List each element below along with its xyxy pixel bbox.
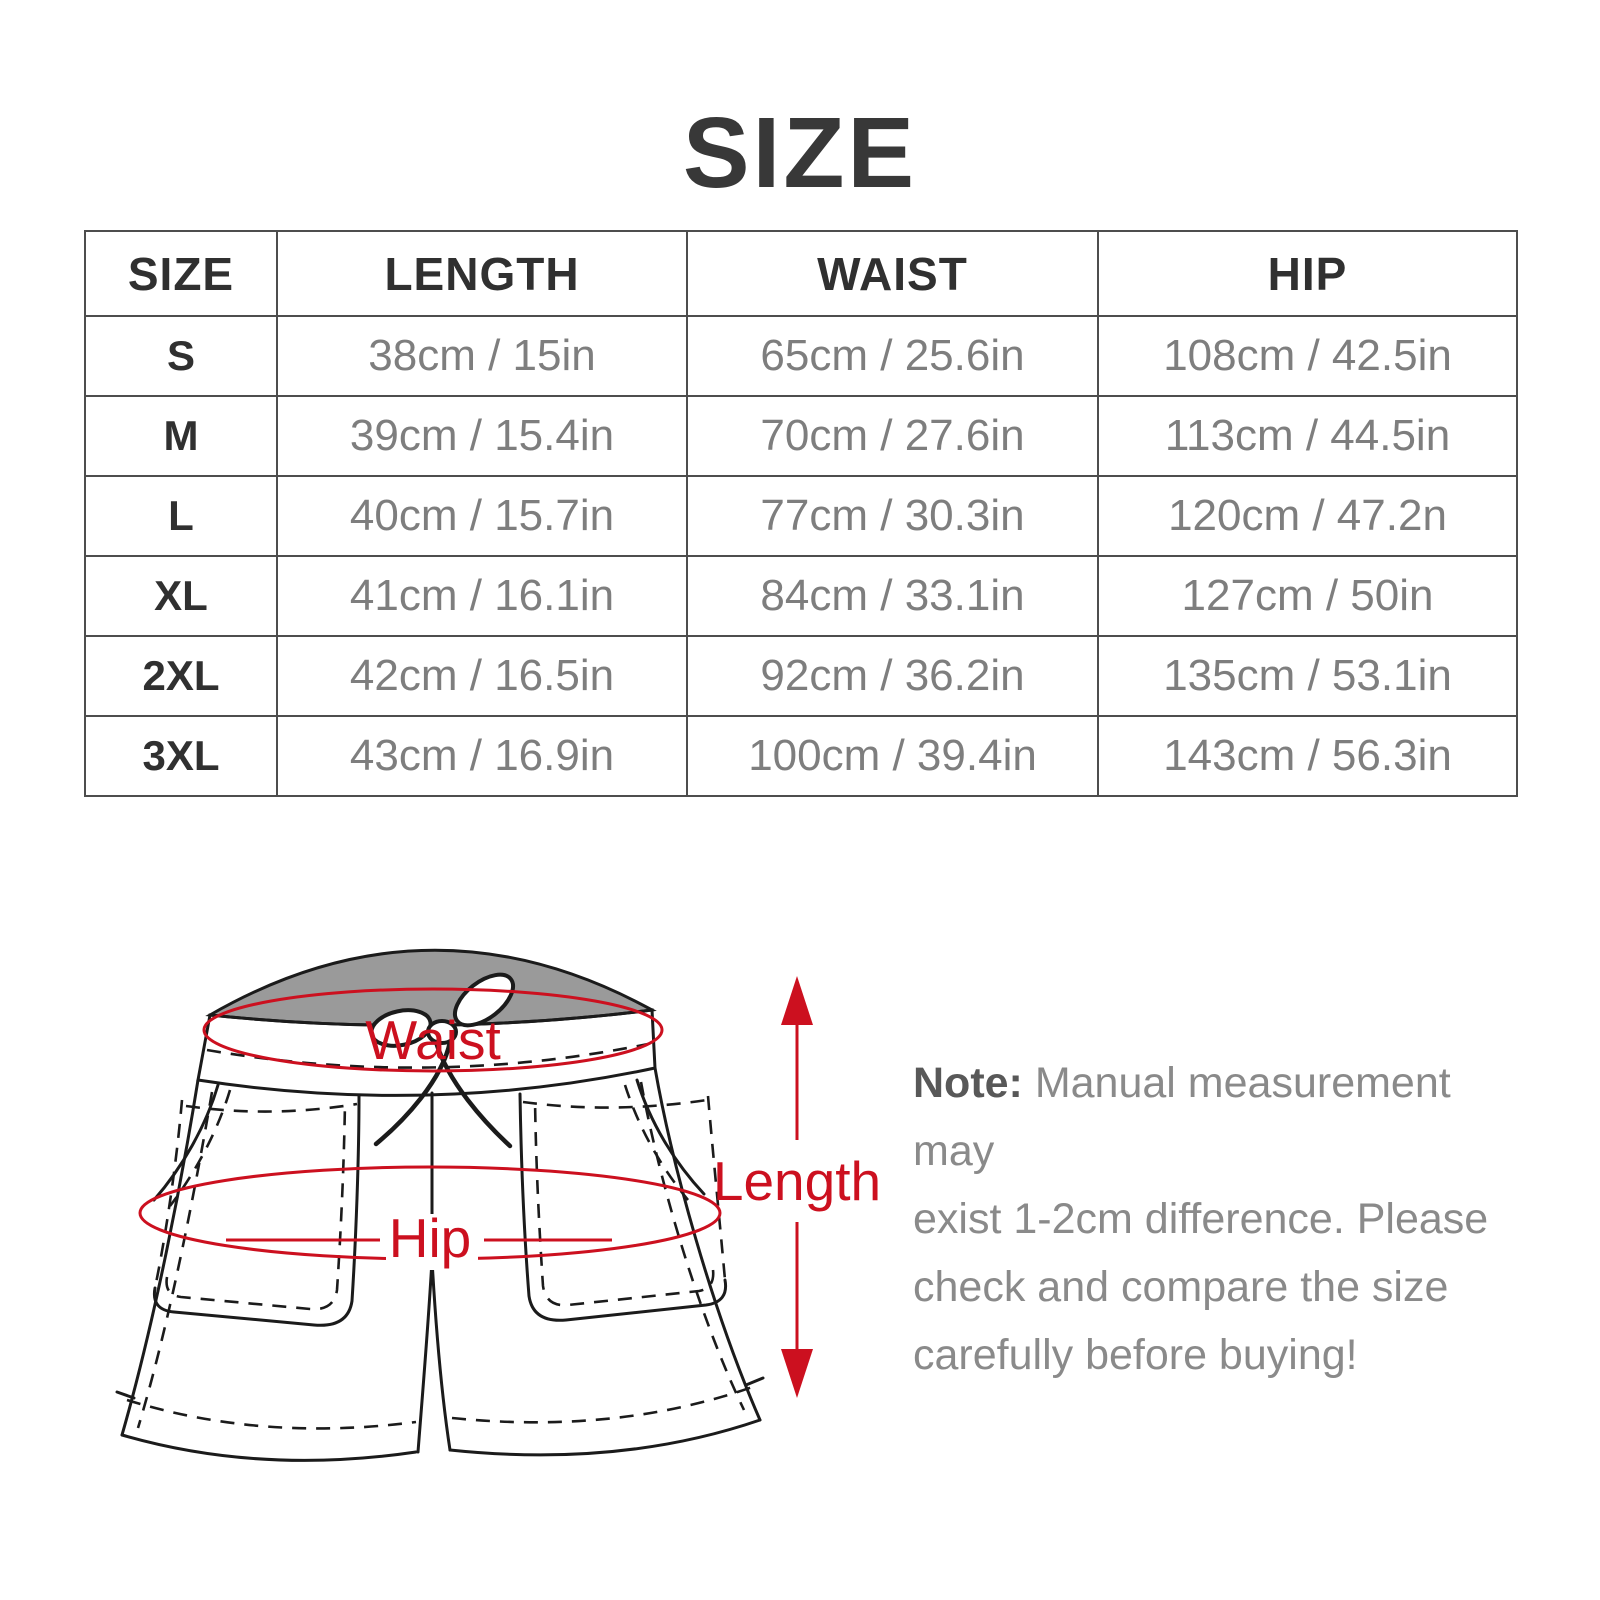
waist-cell: 84cm / 33.1in: [686, 555, 1099, 637]
right-hem-notch: [744, 1376, 765, 1387]
length-cell: 40cm / 15.7in: [276, 475, 688, 557]
left-pocket-outer-edge: [153, 1099, 184, 1289]
left-hem-notch: [115, 1390, 136, 1400]
page-title: SIZE: [682, 97, 918, 209]
table-row: L 40cm / 15.7in 77cm / 30.3in 120cm / 47…: [84, 475, 1518, 557]
table-header-row: SIZE LENGTH WAIST HIP: [84, 230, 1518, 317]
right-side-pocket: [635, 1078, 706, 1196]
right-hem: [448, 1418, 762, 1457]
column-header-length: LENGTH: [276, 230, 688, 317]
table-row: XL 41cm / 16.1in 84cm / 33.1in 127cm / 5…: [84, 555, 1518, 637]
right-leg-outline: [653, 1066, 762, 1422]
right-pocket-body: [518, 1092, 728, 1322]
length-arrowhead-up: [781, 976, 813, 1025]
table-row: 2XL 42cm / 16.5in 92cm / 36.2in 135cm / …: [84, 635, 1518, 717]
right-hem-stitch: [451, 1383, 759, 1424]
note-line-1: Manual measurement may: [913, 1059, 1451, 1175]
length-cell: 43cm / 16.9in: [276, 715, 688, 797]
size-cell: S: [84, 315, 278, 397]
hip-cell: 120cm / 47.2n: [1097, 475, 1518, 557]
length-cell: 39cm / 15.4in: [276, 395, 688, 477]
left-side-stitch: [136, 1091, 214, 1429]
drawstring-right-tail: [433, 1039, 513, 1149]
shorts-measurement-diagram: Waist Hip Length: [115, 948, 880, 1462]
left-side-pocket: [152, 1083, 220, 1202]
table-row: S 38cm / 15in 65cm / 25.6in 108cm / 42.5…: [84, 315, 1518, 397]
waist-cell: 77cm / 30.3in: [686, 475, 1099, 557]
size-table: SIZE LENGTH WAIST HIP S 38cm / 15in 65cm…: [84, 230, 1518, 797]
left-hem: [120, 1433, 418, 1462]
left-hem-stitch: [126, 1398, 417, 1430]
note-line-4: carefully before buying!: [913, 1331, 1358, 1379]
size-cell: 2XL: [84, 635, 278, 717]
length-cell: 42cm / 16.5in: [276, 635, 688, 717]
measurement-note: Note: Manual measurement may exist 1-2cm…: [913, 1049, 1538, 1389]
length-label: Length: [713, 1150, 880, 1212]
drawstring-knot: [426, 1019, 458, 1045]
note-label: Note:: [913, 1059, 1023, 1107]
right-inseam: [430, 1258, 452, 1452]
size-cell: L: [84, 475, 278, 557]
left-inseam: [416, 1258, 434, 1454]
table-row: 3XL 43cm / 16.9in 100cm / 39.4in 143cm /…: [84, 715, 1518, 797]
hip-label-backing: [386, 1214, 478, 1270]
hip-cell: 108cm / 42.5in: [1097, 315, 1518, 397]
length-arrowhead-down: [781, 1349, 813, 1398]
drawstring-left-tail: [373, 1039, 453, 1147]
waist-label: Waist: [365, 1009, 500, 1071]
hip-cell: 143cm / 56.3in: [1097, 715, 1518, 797]
left-pocket-body: [152, 1094, 361, 1327]
note-line-3: check and compare the size: [913, 1263, 1449, 1311]
column-header-waist: WAIST: [686, 230, 1099, 317]
waist-cell: 70cm / 27.6in: [686, 395, 1099, 477]
hip-cell: 135cm / 53.1in: [1097, 635, 1518, 717]
waist-cell: 92cm / 36.2in: [686, 635, 1099, 717]
right-pocket-top-stitch: [522, 1098, 708, 1109]
waist-cell: 65cm / 25.6in: [686, 315, 1099, 397]
drawstring-left-loop: [369, 1008, 433, 1048]
column-header-size: SIZE: [84, 230, 278, 317]
note-line-2: exist 1-2cm difference. Please: [913, 1195, 1489, 1243]
left-pocket-inner-stitch: [165, 1101, 347, 1311]
right-pocket-outer-edge: [706, 1095, 727, 1281]
length-cell: 41cm / 16.1in: [276, 555, 688, 637]
size-cell: XL: [84, 555, 278, 637]
hip-label: Hip: [389, 1207, 472, 1269]
hip-cell: 127cm / 50in: [1097, 555, 1518, 637]
size-cell: M: [84, 395, 278, 477]
left-pocket-top-stitch: [185, 1102, 358, 1113]
left-leg-outline: [120, 1078, 200, 1437]
waist-cell: 100cm / 39.4in: [686, 715, 1099, 797]
right-side-stitch: [639, 1081, 746, 1411]
drawstring-right-loop: [453, 972, 515, 1028]
length-cell: 38cm / 15in: [276, 315, 688, 397]
column-header-hip: HIP: [1097, 230, 1518, 317]
waist-measure-ellipse: [202, 987, 664, 1073]
size-cell: 3XL: [84, 715, 278, 797]
hip-cell: 113cm / 44.5in: [1097, 395, 1518, 477]
table-row: M 39cm / 15.4in 70cm / 27.6in 113cm / 44…: [84, 395, 1518, 477]
